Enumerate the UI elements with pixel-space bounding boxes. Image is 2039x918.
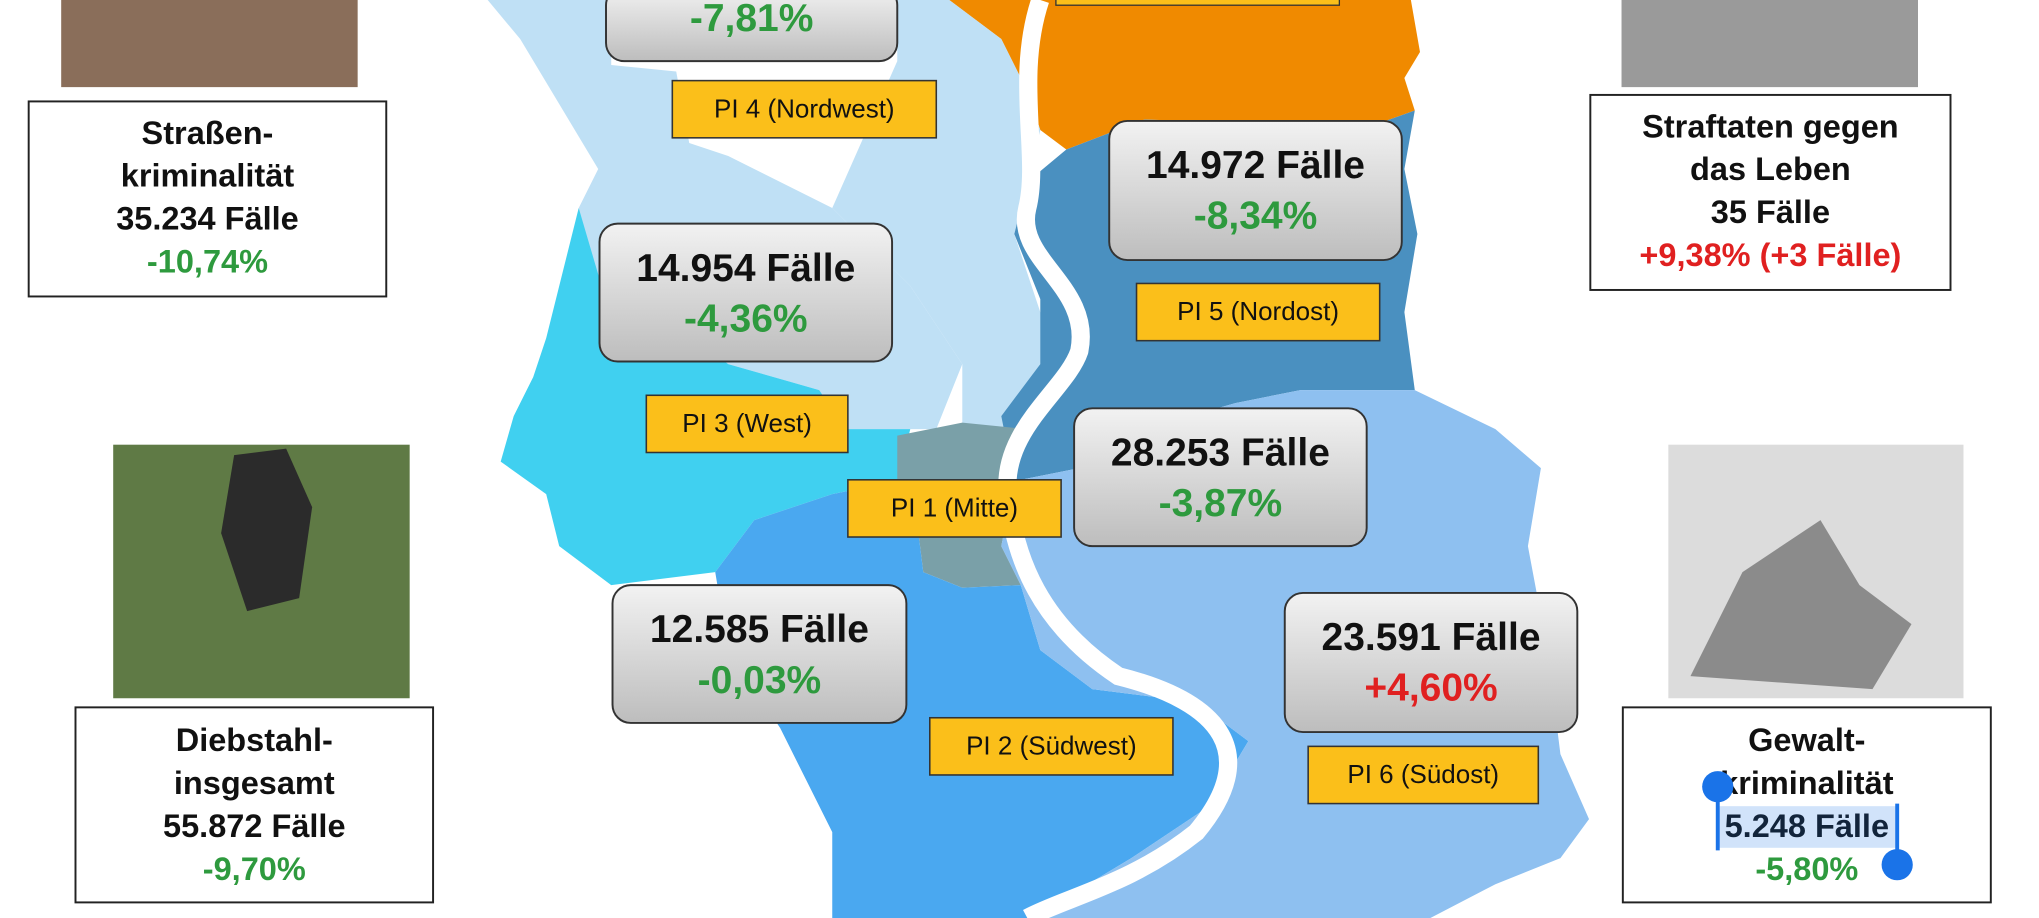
info-box — [74, 706, 435, 904]
info-text: insgesamt — [174, 765, 335, 801]
info-text: +9,38% (+3 Fälle) — [1639, 237, 1901, 273]
selection-handle — [1702, 771, 1734, 803]
photo-figure — [221, 448, 313, 612]
change: +4,60% — [1364, 667, 1497, 710]
info-text: -5,80% — [1755, 851, 1858, 887]
case-count: 14.972 Fälle — [1146, 144, 1365, 187]
change: -4,36% — [684, 297, 808, 340]
stat-box — [611, 584, 908, 724]
info-text: Gewalt- — [1748, 722, 1865, 758]
info-text: -9,70% — [203, 851, 306, 887]
info-box — [27, 100, 388, 298]
info-text: 55.872 Fälle — [163, 808, 345, 844]
district-name: PI 2 (Südwest) — [966, 731, 1137, 761]
change: -7,81% — [690, 0, 814, 40]
info-text: 35 Fälle — [1711, 194, 1830, 230]
photo — [61, 0, 358, 88]
district-label — [1055, 0, 1341, 6]
info-text: Diebstahl- — [176, 722, 333, 758]
photo-shadow — [1690, 520, 1912, 690]
stat-box — [598, 222, 894, 363]
change: -0,03% — [698, 659, 822, 702]
info-text: 35.234 Fälle — [116, 201, 299, 237]
info-text: Straftaten gegen — [1642, 108, 1898, 144]
district-name: PI 6 (Südost) — [1347, 759, 1499, 789]
info-text: Straßen- — [142, 115, 274, 151]
photos — [61, 0, 1964, 699]
selection-handle — [1881, 849, 1913, 881]
info-text: -10,74% — [147, 244, 268, 280]
stat-box — [1108, 119, 1403, 262]
district-label — [929, 716, 1174, 776]
district-name: PI 5 (Nordost) — [1177, 296, 1339, 326]
text-selection — [1716, 806, 1899, 848]
photo — [1621, 0, 1918, 88]
region-north — [949, 0, 1420, 150]
district-name: PI 3 (West) — [682, 408, 812, 438]
case-count: 12.585 Fälle — [650, 608, 869, 651]
district-label — [645, 394, 849, 454]
district-label — [671, 79, 938, 139]
info-text: das Leben — [1690, 151, 1851, 187]
info-box — [1589, 93, 1952, 291]
district-label — [1307, 745, 1540, 805]
change: -8,34% — [1194, 195, 1318, 238]
district-label — [1135, 282, 1381, 342]
change: -3,87% — [1159, 482, 1283, 525]
district-name: PI 1 (Mitte) — [891, 493, 1018, 523]
stat-box — [1073, 407, 1368, 548]
case-count: 23.591 Fälle — [1322, 616, 1541, 659]
case-count: 14.954 Fälle — [636, 247, 855, 290]
info-box — [1621, 706, 1992, 904]
info-text: kriminalität — [121, 158, 295, 194]
district-label — [847, 479, 1062, 538]
district-name: PI 4 (Nordwest) — [714, 93, 895, 123]
stat-box — [605, 0, 899, 63]
case-count: 28.253 Fälle — [1111, 431, 1330, 474]
info-text: 5.248 Fälle — [1725, 808, 1889, 844]
info-text: kriminalität — [1720, 765, 1894, 801]
stat-box — [1283, 591, 1579, 734]
